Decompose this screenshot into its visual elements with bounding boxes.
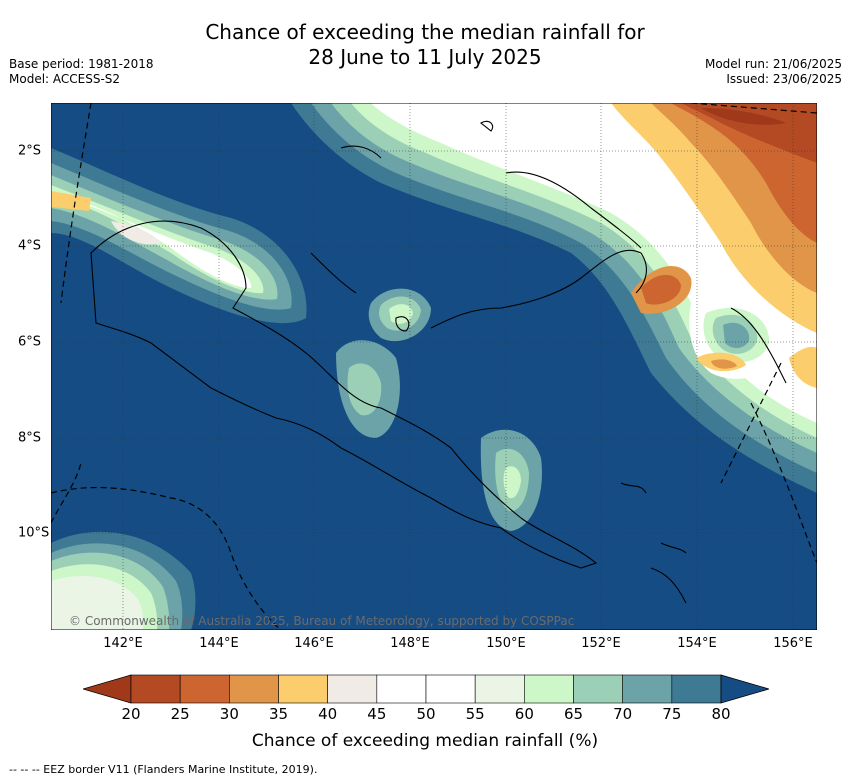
lat-label: 10°S: [18, 525, 50, 541]
colorbar-extend-low: [83, 674, 132, 704]
colorbar-segment: [573, 674, 623, 704]
colorbar-segment: [179, 674, 230, 704]
colorbar-tick-label: 25: [170, 705, 190, 723]
eez-legend: -- -- -- EEZ border V11 (Flanders Marine…: [9, 763, 318, 776]
lon-label: 142°E: [103, 636, 143, 651]
colorbar-tick-label: 30: [219, 705, 239, 723]
lat-label: 2°S: [18, 143, 42, 159]
colorbar-segment: [278, 674, 328, 704]
colorbar-segment: [229, 674, 279, 704]
colorbar-tick-label: 40: [318, 705, 338, 723]
colorbar-segment: [327, 674, 378, 704]
colorbar-tick-label: 60: [514, 705, 534, 723]
colorbar-segment: [376, 674, 427, 704]
lon-label: 154°E: [677, 636, 717, 651]
lat-label: 4°S: [18, 238, 42, 254]
colorbar-tick-label: 70: [613, 705, 633, 723]
colorbar-tick-label: 65: [563, 705, 584, 723]
colorbar-segment: [474, 674, 525, 704]
title-line-1: Chance of exceeding the median rainfall …: [205, 20, 645, 44]
model-name: Model: ACCESS-S2: [9, 72, 121, 86]
colorbar-tick-label: 45: [367, 705, 387, 723]
colorbar-tick-label: 20: [121, 705, 141, 723]
colorbar-tick-label: 35: [268, 705, 289, 723]
lat-label: 6°S: [18, 334, 42, 350]
issued-date: Issued: 23/06/2025: [726, 72, 842, 86]
colorbar-extend-high: [720, 674, 769, 704]
lat-label: 8°S: [18, 430, 42, 446]
lon-label: 148°E: [390, 636, 430, 651]
colorbar-title: Chance of exceeding median rainfall (%): [251, 731, 599, 751]
colorbar-segment: [622, 674, 673, 704]
lon-label: 146°E: [294, 636, 334, 651]
colorbar-tick-label: 75: [662, 705, 682, 723]
colorbar-tick-label: 55: [465, 705, 485, 723]
colorbar-tick-label: 80: [711, 705, 731, 723]
colorbar-segment: [671, 674, 722, 704]
colorbar-segment: [524, 674, 574, 704]
title-line-2: 28 June to 11 July 2025: [308, 45, 542, 69]
lon-label: 144°E: [199, 636, 239, 651]
colorbar-segment: [130, 674, 181, 704]
base-period: Base period: 1981-2018: [9, 57, 154, 71]
colorbar-tick-label: 50: [416, 705, 436, 723]
meta-right: Model run: 21/06/2025 Issued: 23/06/2025: [705, 57, 842, 87]
lon-label: 150°E: [486, 636, 526, 651]
meta-left: Base period: 1981-2018 Model: ACCESS-S2: [9, 57, 154, 87]
lon-label: 156°E: [773, 636, 813, 651]
copyright-notice: © Commonwealth of Australia 2025, Bureau…: [69, 614, 575, 628]
map-title: Chance of exceeding the median rainfall …: [0, 20, 850, 70]
colorbar: [83, 674, 769, 704]
model-run: Model run: 21/06/2025: [704, 57, 842, 71]
rainfall-map: [51, 103, 817, 630]
colorbar-segment: [425, 674, 476, 704]
lon-label: 152°E: [581, 636, 621, 651]
